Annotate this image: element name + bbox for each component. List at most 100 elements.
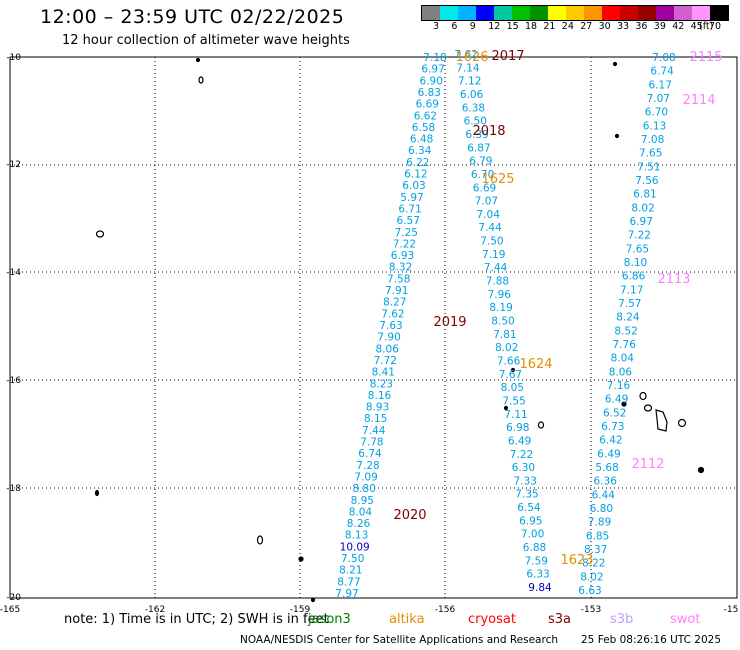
map-frame: [9, 56, 738, 599]
colorbar-swatch: [692, 6, 710, 20]
map-subtitle: 12 hour collection of altimeter wave hei…: [62, 33, 350, 48]
wave-height-label: 7.62: [454, 49, 477, 61]
island: [503, 405, 509, 411]
pass-time-label: 1626: [455, 50, 488, 65]
wave-height-label: 7.08: [641, 134, 664, 146]
colorbar-swatch: [674, 6, 692, 20]
island: [677, 418, 687, 428]
wave-height-label: 6.48: [410, 134, 433, 146]
wave-height-label: 8.15: [364, 413, 387, 425]
wave-height-label: 7.50: [341, 553, 364, 565]
wave-height-label: 7.78: [360, 437, 383, 449]
wave-height-label: 6.62: [414, 110, 437, 122]
pass-time-label: 2115: [689, 50, 722, 65]
pass-time-label: 2018: [472, 124, 505, 139]
x-tick-label: -165: [0, 605, 20, 615]
islands: [94, 57, 705, 603]
island: [94, 489, 100, 497]
island: [612, 61, 618, 67]
colorbar-tick: 39: [653, 21, 666, 32]
wave-height-label: 8.16: [368, 390, 392, 402]
wave-height-label: 6.58: [412, 122, 435, 134]
pass-time-label: 2113: [657, 272, 690, 287]
wave-height-label: 8.02: [495, 342, 518, 354]
wave-height-label: 6.69: [473, 182, 496, 194]
wave-height-label: 8.02: [580, 571, 603, 583]
wave-height-label: 6.90: [420, 75, 443, 87]
wave-height-label: 8.22: [582, 558, 605, 570]
colorbar-tick: 9: [469, 21, 476, 32]
wave-height-label: 8.06: [609, 366, 633, 378]
wave-height-label: 8.32: [389, 262, 412, 274]
wave-height-label: 7.08: [652, 52, 675, 64]
wave-height-label: 7.44: [362, 425, 386, 437]
legend-jason3: jason3: [308, 612, 351, 627]
wave-height-label: 7.59: [525, 555, 548, 567]
wave-height-label: 6.86: [622, 271, 646, 283]
wave-height-label: 8.50: [491, 316, 514, 328]
wave-height-label: 7.96: [488, 289, 512, 301]
map-title: 12:00 – 23:59 UTC 02/22/2025: [40, 6, 345, 28]
wave-height-label: 6.34: [408, 145, 432, 157]
wave-height-label: 6.79: [469, 156, 492, 168]
wave-height-label: 6.80: [590, 503, 613, 515]
colorbar-tick: 21: [543, 21, 556, 32]
colorbar-tick: 42: [672, 21, 685, 32]
wave-height-label: 7.65: [639, 148, 662, 160]
satellite-passes: 7.186.976.906.836.696.626.586.486.346.22…: [335, 49, 722, 600]
colorbar-tick: 15: [506, 21, 519, 32]
wave-height-label: 6.97: [630, 216, 653, 228]
island: [697, 466, 705, 474]
wave-height-label: 6.98: [506, 422, 529, 434]
wave-height-label: 8.93: [366, 402, 389, 414]
y-tick-label: -20: [6, 593, 21, 603]
wave-height-label: 6.95: [519, 515, 542, 527]
wave-height-label: 6.17: [649, 79, 672, 91]
wave-height-label: 8.02: [631, 202, 654, 214]
wave-height-label: 6.74: [650, 66, 674, 78]
wave-height-label: 6.13: [643, 120, 666, 132]
colorbar-swatch: [656, 6, 674, 20]
wave-height-label: 6.03: [402, 180, 425, 192]
wave-height-label: 6.22: [406, 157, 429, 169]
colorbar-tick: 33: [617, 21, 630, 32]
x-tick-label: -156: [435, 605, 456, 615]
colorbar-tick: 70: [709, 21, 722, 32]
y-tick-label: -12: [6, 160, 21, 170]
pass-time-label: 2019: [433, 315, 466, 330]
colorbar-tick: 45: [690, 21, 703, 32]
wave-height-label: 6.71: [398, 204, 421, 216]
pass-time-label: 1624: [519, 357, 552, 372]
wave-height-label: 8.80: [353, 483, 376, 495]
wave-height-label: 8.04: [611, 353, 635, 365]
colorbar-tick: 3: [433, 21, 440, 32]
colorbar-swatch: [710, 6, 728, 20]
colorbar-swatch: [638, 6, 656, 20]
wave-height-label: 6.52: [603, 407, 626, 419]
wave-height-label: 7.97: [335, 588, 358, 600]
wave-height-label: 7.91: [385, 285, 408, 297]
legend-note: note: 1) Time is in UTC; 2) SWH is in fe…: [64, 612, 329, 627]
colorbar-swatch: [530, 6, 548, 20]
wave-height-label: 8.77: [337, 576, 360, 588]
wave-height-label: 7.44: [478, 222, 502, 234]
wave-height-label: 7.28: [356, 460, 379, 472]
wave-height-label: 7.35: [515, 489, 538, 501]
colorbar-swatch: [512, 6, 530, 20]
wave-height-label: 7.81: [493, 329, 516, 341]
wave-height-label: 7.90: [377, 332, 400, 344]
island: [655, 409, 668, 432]
colorbar-swatch: [548, 6, 566, 20]
legend-altika: altika: [389, 612, 425, 627]
wave-height-label: 6.38: [462, 102, 485, 114]
wave-height-label: 7.62: [381, 308, 404, 320]
wave-height-label: 7.22: [510, 449, 533, 461]
colorbar-swatch: [566, 6, 584, 20]
wave-height-label: 8.24: [616, 312, 640, 324]
wave-height-label: 6.70: [471, 169, 494, 181]
colorbar-swatch: [602, 6, 620, 20]
wave-height-label: 7.72: [374, 355, 397, 367]
wave-height-label: 6.63: [578, 585, 601, 597]
pass-time-label: 1625: [481, 172, 514, 187]
